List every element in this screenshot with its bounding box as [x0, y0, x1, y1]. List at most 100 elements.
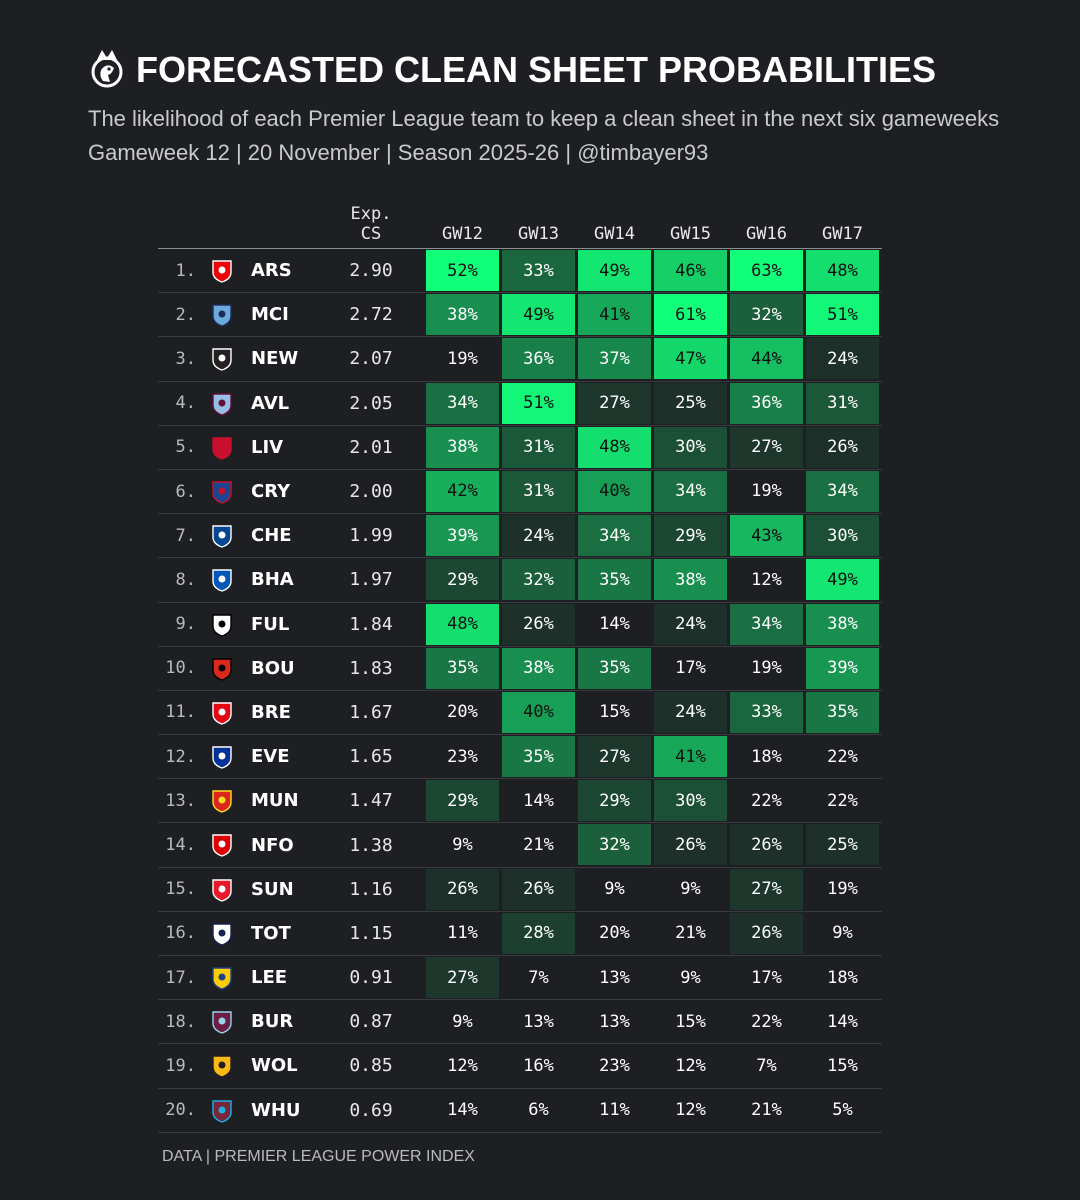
heatmap-cell: 9%: [604, 879, 625, 900]
heatmap-cell: 35%: [426, 647, 499, 689]
rank-label: 7.: [175, 525, 196, 546]
table-row: 2. MCI 2.72 38% 49% 41% 61% 32% 51%: [158, 293, 882, 338]
heatmap-cell: 24%: [654, 691, 727, 733]
heatmap-cell: 22%: [751, 1011, 782, 1032]
rank-label: 17.: [165, 967, 196, 988]
table-row: 6. CRY 2.00 42% 31% 40% 34% 19% 34%: [158, 470, 882, 515]
table-row: 19. WOL 0.85 12% 16% 23% 12% 7% 15%: [158, 1044, 882, 1089]
expected-clean-sheets-value: 2.05: [349, 392, 393, 414]
expected-clean-sheets-value: 2.72: [349, 304, 393, 326]
brentford-crest-icon: [210, 701, 234, 725]
heatmap-cell: 38%: [502, 647, 575, 689]
heatmap-cell: 13%: [599, 1011, 630, 1032]
heatmap-table: Exp. CS GW12 GW13 GW14 GW15 GW16 GW17 1. ARS 2.…: [158, 200, 882, 1133]
heatmap-cell: 19%: [447, 348, 478, 369]
heatmap-cell: 35%: [502, 736, 575, 778]
heatmap-cell: 13%: [523, 1011, 554, 1032]
heatmap-cell: 29%: [654, 515, 727, 557]
table-header: Exp. CS GW12 GW13 GW14 GW15 GW16 GW17: [158, 200, 882, 249]
team-label: BRE: [251, 701, 291, 723]
expected-clean-sheets-value: 1.99: [349, 525, 393, 547]
expected-clean-sheets-value: 2.01: [349, 436, 393, 458]
heatmap-cell: 17%: [675, 658, 706, 679]
heatmap-cell: 48%: [578, 426, 651, 468]
rank-label: 11.: [165, 702, 196, 723]
table-row: 7. CHE 1.99 39% 24% 34% 29% 43% 30%: [158, 514, 882, 559]
team-label: BOU: [251, 657, 295, 679]
chart-subtitle: The likelihood of each Premier League te…: [88, 106, 1000, 131]
heatmap-cell: 38%: [806, 603, 879, 645]
column-header-exp-line2: CS: [360, 224, 382, 244]
expected-clean-sheets-value: 1.16: [349, 878, 393, 900]
heatmap-cell: 15%: [827, 1055, 858, 1076]
heatmap-cell: 31%: [806, 382, 879, 424]
team-label: NFO: [251, 834, 294, 856]
expected-clean-sheets-value: 1.67: [349, 701, 393, 723]
column-header-gw13: GW13: [518, 224, 559, 244]
heatmap-cell: 16%: [523, 1055, 554, 1076]
expected-clean-sheets-value: 1.15: [349, 922, 393, 944]
heatmap-cell: 27%: [578, 382, 651, 424]
heatmap-cell: 21%: [523, 834, 554, 855]
heatmap-cell: 26%: [654, 824, 727, 866]
heatmap-cell: 5%: [832, 1100, 853, 1121]
heatmap-cell: 52%: [426, 250, 499, 291]
heatmap-cell: 22%: [827, 746, 858, 767]
expected-clean-sheets-value: 0.69: [349, 1099, 393, 1121]
heatmap-cell: 26%: [730, 912, 803, 954]
heatmap-cell: 14%: [827, 1011, 858, 1032]
data-source-footer: DATA | PREMIER LEAGUE POWER INDEX: [162, 1148, 475, 1165]
heatmap-cell: 15%: [675, 1011, 706, 1032]
heatmap-cell: 20%: [447, 702, 478, 723]
column-header-gw14: GW14: [594, 224, 635, 244]
table-row: 1. ARS 2.90 52% 33% 49% 46% 63% 48%: [158, 249, 882, 294]
team-label: AVL: [251, 392, 290, 414]
heatmap-cell: 24%: [806, 338, 879, 380]
heatmap-cell: 30%: [654, 426, 727, 468]
expected-clean-sheets-value: 2.00: [349, 481, 393, 503]
expected-clean-sheets-value: 1.65: [349, 746, 393, 768]
heatmap-cell: 37%: [578, 338, 651, 380]
heatmap-cell: 26%: [806, 426, 879, 468]
arsenal-crest-icon: [210, 259, 234, 283]
heatmap-cell: 12%: [675, 1100, 706, 1121]
rank-label: 16.: [165, 923, 196, 944]
rank-label: 10.: [165, 658, 196, 679]
heatmap-cell: 33%: [502, 250, 575, 291]
heatmap-cell: 9%: [832, 923, 853, 944]
heatmap-cell: 40%: [578, 470, 651, 512]
table-row: 12. EVE 1.65 23% 35% 27% 41% 18% 22%: [158, 735, 882, 780]
expected-clean-sheets-value: 0.91: [349, 967, 393, 989]
heatmap-cell: 31%: [502, 426, 575, 468]
team-label: BUR: [251, 1011, 294, 1033]
heatmap-cell: 12%: [675, 1055, 706, 1076]
table-row: 3. NEW 2.07 19% 36% 37% 47% 44% 24%: [158, 337, 882, 382]
heatmap-cell: 25%: [654, 382, 727, 424]
heatmap-cell: 14%: [447, 1100, 478, 1121]
heatmap-cell: 27%: [578, 736, 651, 778]
everton-crest-icon: [210, 745, 234, 769]
rank-label: 19.: [165, 1055, 196, 1076]
team-label: EVE: [251, 746, 290, 768]
wolves-crest-icon: [210, 1054, 234, 1079]
heatmap-cell: 9%: [680, 967, 701, 988]
heatmap-cell: 33%: [730, 691, 803, 733]
heatmap-cell: 28%: [502, 912, 575, 954]
heatmap-cell: 35%: [578, 559, 651, 601]
heatmap-cell: 38%: [654, 559, 727, 601]
rank-label: 14.: [165, 835, 196, 856]
expected-clean-sheets-value: 0.87: [349, 1011, 393, 1033]
team-label: SUN: [251, 878, 294, 900]
sunderland-crest-icon: [210, 878, 234, 902]
chart-subinfo: Gameweek 12 | 20 November | Season 2025-…: [88, 140, 709, 165]
rank-label: 6.: [175, 481, 196, 502]
heatmap-cell: 35%: [578, 647, 651, 689]
expected-clean-sheets-value: 1.38: [349, 834, 393, 856]
team-label: CHE: [251, 525, 292, 547]
rank-label: 13.: [165, 790, 196, 811]
column-header-gw15: GW15: [670, 224, 711, 244]
title-row: FORECASTED CLEAN SHEET PROBABILITIES: [88, 46, 1040, 94]
heatmap-cell: 25%: [806, 824, 879, 866]
heatmap-cell: 44%: [730, 338, 803, 380]
heatmap-cell: 26%: [426, 868, 499, 910]
